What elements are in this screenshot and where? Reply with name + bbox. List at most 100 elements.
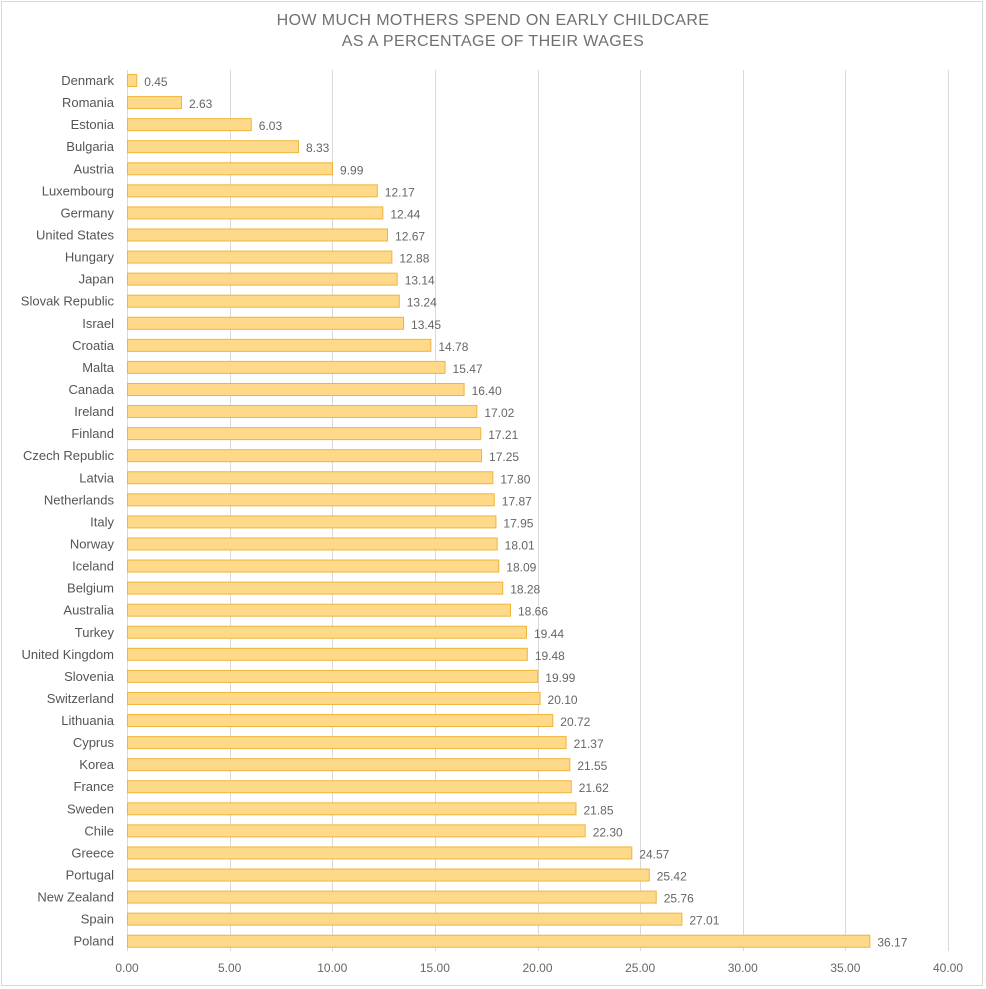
value-label: 9.99 (340, 163, 364, 177)
bar (127, 493, 495, 507)
bar (127, 515, 497, 529)
bars (127, 74, 871, 948)
value-label: 22.30 (593, 825, 623, 839)
category-label: Hungary (65, 250, 115, 265)
category-label: Switzerland (47, 691, 114, 706)
value-label: 12.44 (390, 207, 420, 221)
category-label: Slovenia (64, 669, 115, 684)
bar (127, 846, 633, 860)
value-label: 18.09 (506, 561, 536, 575)
value-label: 25.42 (657, 870, 687, 884)
category-label: Croatia (72, 338, 115, 353)
category-label: Canada (68, 382, 114, 397)
x-tick-label: 25.00 (625, 961, 655, 975)
category-label: Israel (82, 316, 114, 331)
bar (127, 714, 554, 728)
value-label: 13.45 (411, 318, 441, 332)
value-label: 0.45 (144, 75, 168, 89)
category-label: Netherlands (44, 492, 115, 507)
value-label: 20.10 (548, 693, 578, 707)
category-label: Romania (62, 95, 115, 110)
bar (127, 471, 494, 485)
category-label: Belgium (67, 581, 114, 596)
value-label: 18.28 (510, 583, 540, 597)
category-label: Denmark (61, 73, 114, 88)
value-label: 16.40 (472, 384, 502, 398)
bar (127, 736, 567, 750)
category-label: Ireland (74, 404, 114, 419)
value-label: 17.80 (500, 472, 530, 486)
bar (127, 96, 182, 110)
category-label: United States (36, 227, 115, 242)
category-label: Lithuania (61, 713, 115, 728)
value-label: 13.14 (405, 274, 435, 288)
bar (127, 184, 378, 198)
category-label: Portugal (66, 868, 115, 883)
value-labels: 0.45 2.63 6.03 8.33 9.99 12.17 12.44 12.67 12.88… (144, 75, 908, 950)
chart-title-line-2: AS A PERCENTAGE OF THEIR WAGES (341, 33, 645, 50)
x-tick-label: 0.00 (115, 961, 139, 975)
value-label: 21.62 (579, 781, 609, 795)
category-label: Iceland (72, 559, 114, 574)
category-label: Czech Republic (23, 448, 115, 463)
chart-title-line-1: HOW MUCH MOTHERS SPEND ON EARLY CHILDCAR… (276, 12, 710, 29)
category-label: Japan (79, 272, 114, 287)
category-label: Greece (71, 845, 114, 860)
category-label: Korea (79, 757, 114, 772)
bar (127, 449, 483, 463)
bar (127, 669, 539, 683)
category-labels: Denmark Romania Estonia Bulgaria Austria Luxe… (21, 73, 115, 949)
category-label: Luxembourg (42, 183, 114, 198)
bar (127, 824, 586, 838)
category-label: Cyprus (73, 735, 115, 750)
value-label: 17.02 (484, 406, 514, 420)
bar (127, 537, 498, 551)
value-label: 25.76 (664, 892, 694, 906)
value-label: 15.47 (453, 362, 483, 376)
x-tick-label: 5.00 (218, 961, 242, 975)
category-label: Chile (84, 823, 114, 838)
category-label: Norway (70, 536, 115, 551)
x-tick-label: 10.00 (317, 961, 347, 975)
bar (127, 802, 577, 816)
category-label: Austria (74, 161, 115, 176)
value-label: 19.99 (545, 671, 575, 685)
bar (127, 338, 432, 352)
bar (127, 382, 465, 396)
category-label: Estonia (71, 117, 115, 132)
category-label: United Kingdom (22, 647, 115, 662)
value-label: 36.17 (877, 936, 907, 950)
bar (127, 228, 389, 242)
category-label: Germany (61, 205, 115, 220)
bar (127, 691, 541, 705)
value-label: 21.37 (574, 737, 604, 751)
value-label: 19.48 (535, 649, 565, 663)
category-label: Australia (63, 603, 114, 618)
gridlines (127, 70, 949, 951)
category-label: Sweden (67, 801, 114, 816)
bar (127, 890, 657, 904)
x-tick-label: 40.00 (933, 961, 963, 975)
bar (127, 405, 478, 419)
value-label: 17.87 (502, 494, 532, 508)
value-label: 24.57 (639, 847, 669, 861)
category-label: Finland (71, 426, 114, 441)
bar (127, 780, 572, 794)
category-label: Turkey (75, 625, 115, 640)
value-label: 17.25 (489, 450, 519, 464)
bar (127, 118, 252, 132)
value-label: 19.44 (534, 627, 564, 641)
x-tick-label: 20.00 (522, 961, 552, 975)
category-label: Malta (82, 360, 115, 375)
value-label: 17.21 (488, 428, 518, 442)
value-label: 8.33 (306, 141, 330, 155)
value-label: 13.24 (407, 296, 437, 310)
bar (127, 272, 398, 286)
category-label: Slovak Republic (21, 294, 115, 309)
value-label: 18.66 (518, 605, 548, 619)
bar (127, 360, 446, 374)
x-tick-label: 15.00 (420, 961, 450, 975)
bar (127, 647, 528, 661)
bar (127, 581, 504, 595)
